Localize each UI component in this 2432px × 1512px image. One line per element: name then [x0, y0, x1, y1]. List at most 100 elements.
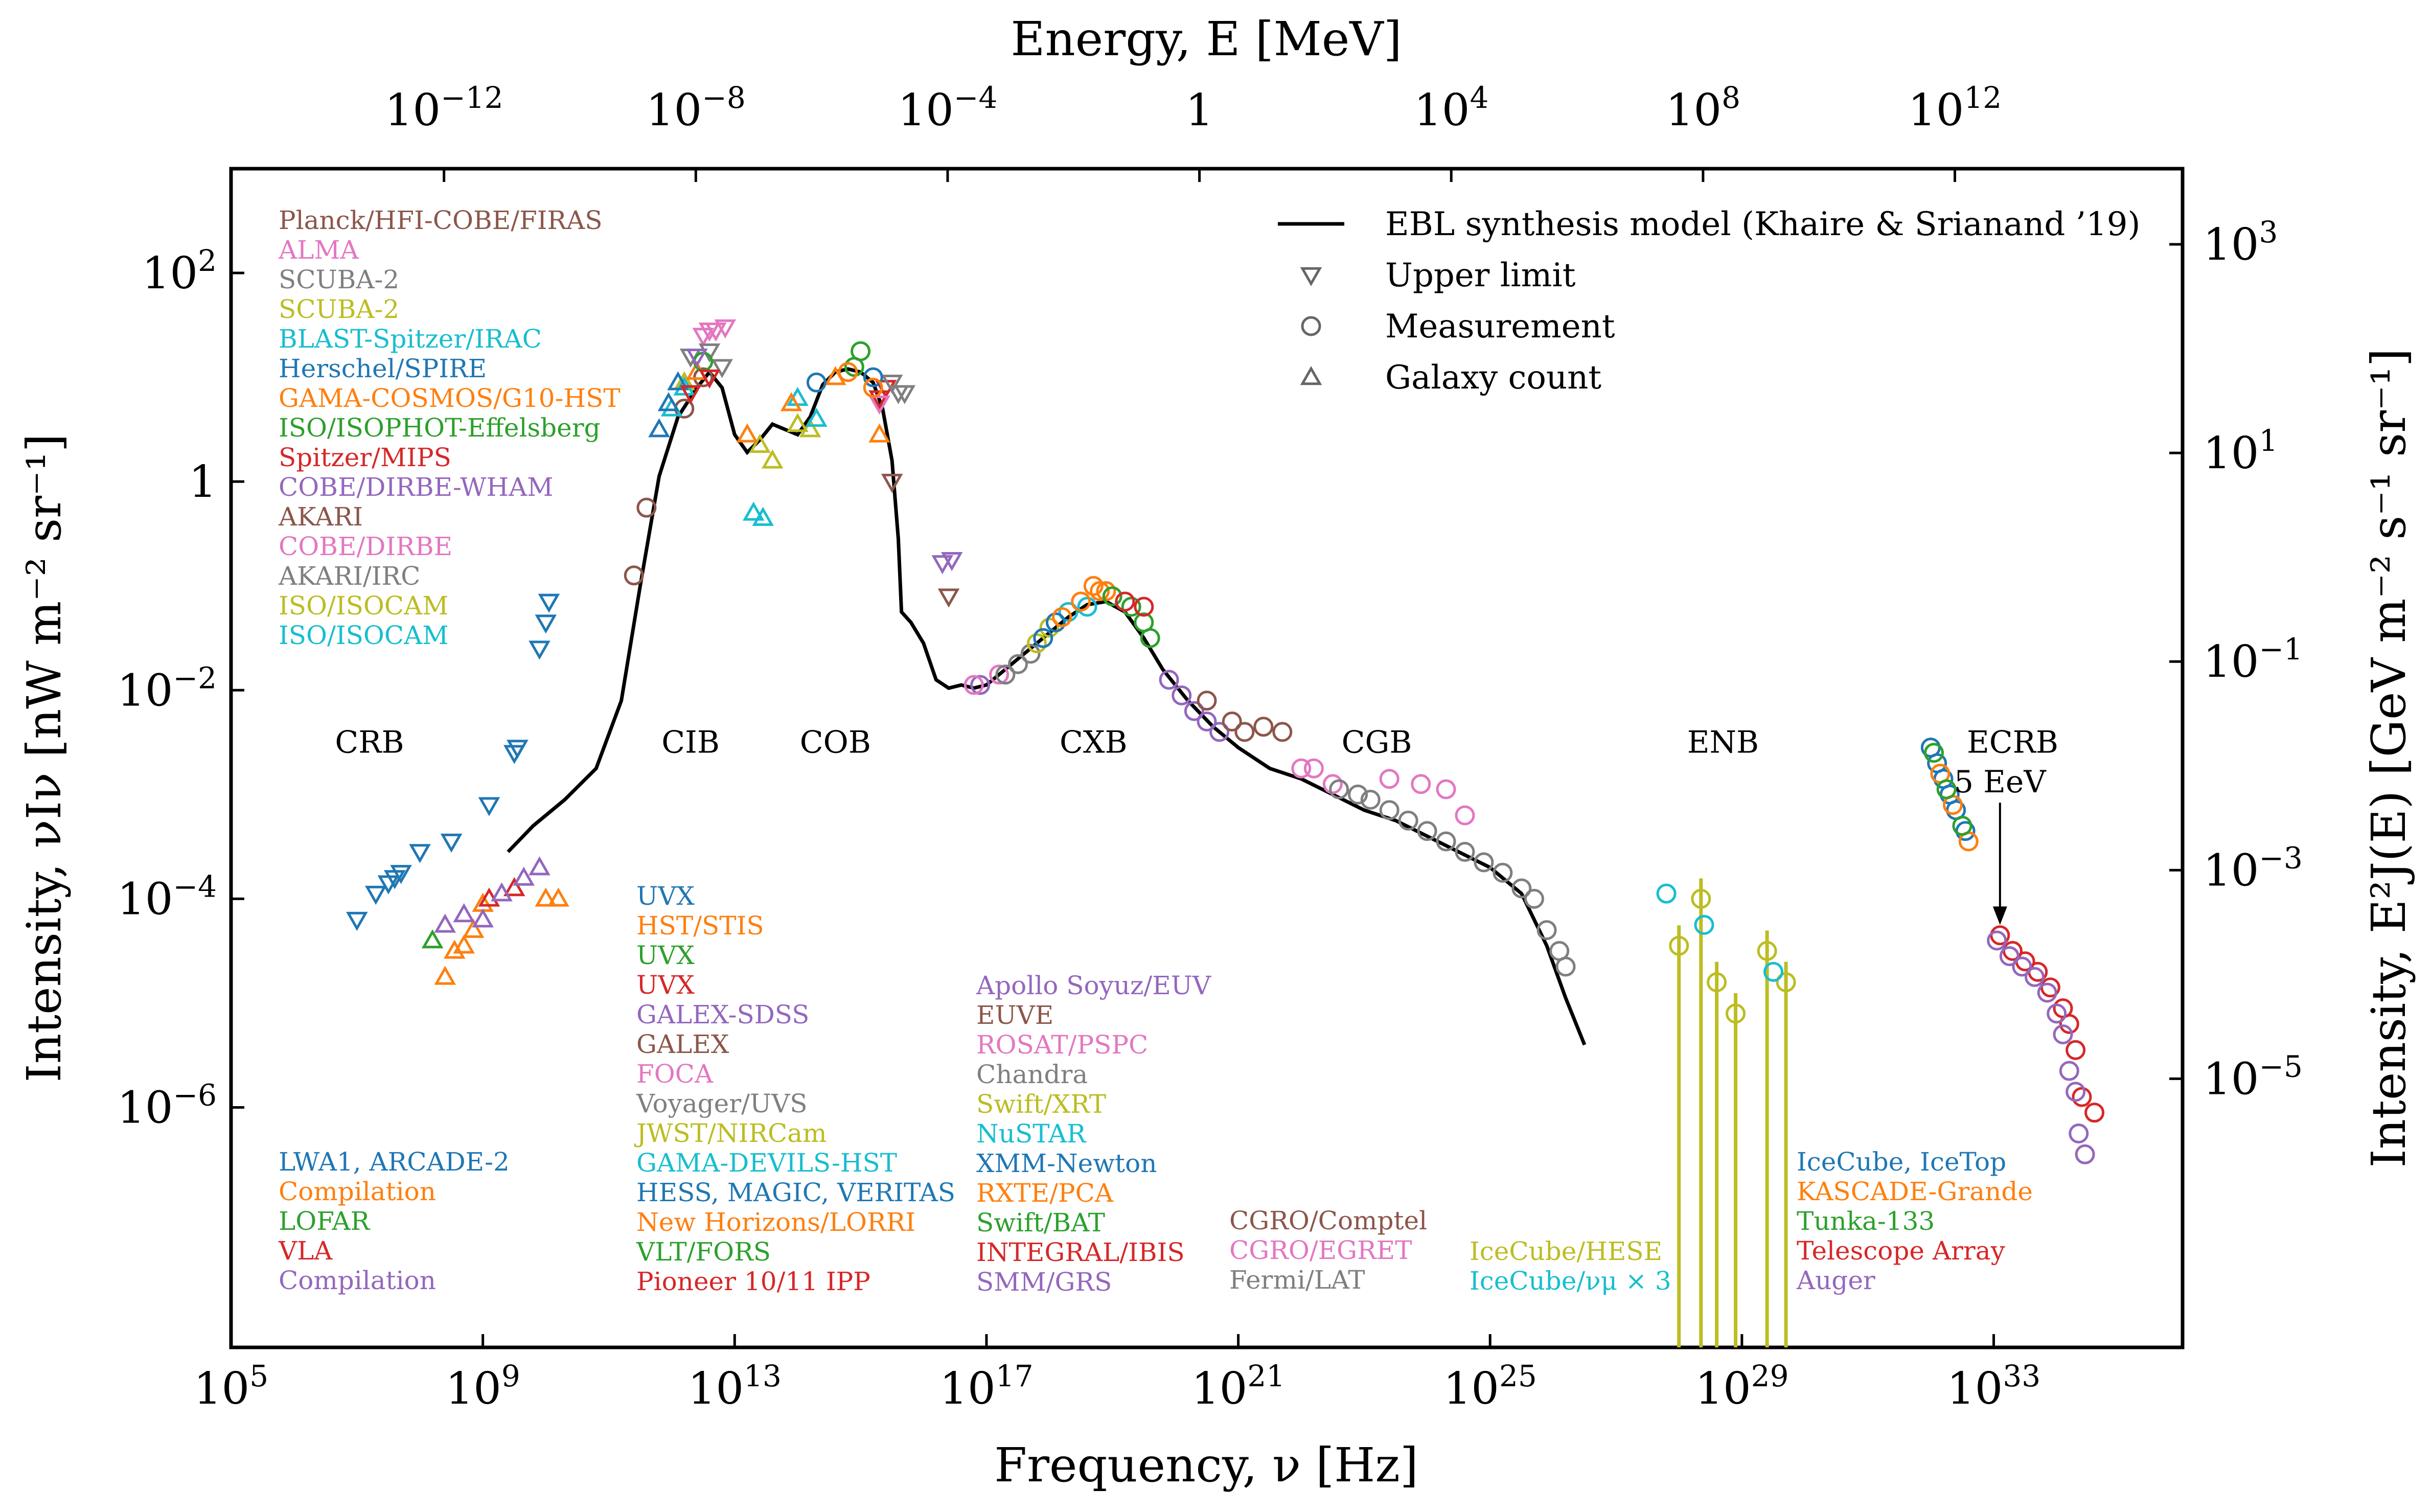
data-point: [749, 433, 771, 453]
series: [1052, 576, 1116, 627]
data-point: [472, 908, 494, 928]
legend-entry: GAMA-COSMOS/G10-HST: [279, 383, 621, 413]
data-point: [1083, 576, 1104, 596]
legend-group: UVXHST/STISUVXUVXGALEX-SDSSGALEXFOCAVoya…: [634, 881, 955, 1296]
data-point: [1757, 941, 1777, 961]
series: [970, 675, 991, 695]
data-point: [648, 418, 670, 438]
data-point: [806, 372, 827, 393]
data-point: [1071, 591, 1091, 612]
legend-group: IceCube, IceTopKASCADE-GrandeTunka-133Te…: [1796, 1147, 2033, 1295]
data-point: [624, 565, 644, 586]
data-point: [1987, 930, 2007, 951]
series: [648, 371, 689, 438]
data-point: [937, 588, 960, 608]
data-point: [1026, 633, 1047, 653]
y-tick-label: 10−6: [117, 1078, 217, 1133]
legend-entry: VLT/FORS: [636, 1237, 771, 1267]
data-point: [1033, 628, 1053, 648]
data-point: [1924, 743, 1944, 763]
right-tick-label: 10−1: [2203, 632, 2303, 688]
data-point: [513, 866, 535, 886]
data-point: [1197, 711, 1217, 731]
y-tick-label: 10−4: [117, 869, 217, 925]
legend-entry: Fermi/LAT: [1229, 1265, 1365, 1295]
data-point: [742, 501, 765, 521]
x-tick-label: 1029: [1695, 1359, 1788, 1414]
data-point: [1253, 717, 1274, 737]
x-tick-label: 1025: [1443, 1359, 1537, 1414]
legend-entry: Auger: [1796, 1266, 1875, 1295]
x-tick-label: 1013: [688, 1359, 782, 1414]
legend-entry: IceCube, IceTop: [1797, 1147, 2006, 1177]
legend-entry: Telescope Array: [1797, 1236, 2006, 1266]
data-point: [931, 555, 954, 575]
right-tick-label: 10−3: [2203, 840, 2303, 896]
data-point: [1952, 816, 1972, 836]
legend-group: Apollo Soyuz/EUVEUVEROSAT/PSPCChandraSwi…: [976, 971, 1211, 1297]
data-point: [1115, 591, 1135, 612]
legend-entry: JWST/NIRCam: [634, 1118, 827, 1148]
series: [1159, 670, 1230, 742]
band-label: ECRB: [1967, 725, 2058, 761]
data-point: [863, 378, 883, 398]
data-point: [868, 390, 890, 409]
ebl-model-curve: [507, 367, 1587, 1046]
legend-entry: Chandra: [976, 1060, 1088, 1089]
data-point: [736, 423, 759, 443]
data-point: [940, 552, 963, 571]
legend-entry: AKARI/IRC: [278, 561, 420, 591]
data-point: [1669, 935, 1689, 956]
series: [698, 323, 890, 415]
legend-entry: AKARI: [278, 502, 363, 532]
data-point: [1090, 581, 1110, 601]
data-point: [390, 865, 412, 884]
data-point: [881, 473, 903, 493]
legend-entry: Compilation: [279, 1266, 436, 1295]
data-point: [2069, 1123, 2089, 1143]
data-point: [1045, 612, 1066, 633]
data-point: [838, 362, 858, 382]
data-point: [1493, 862, 1513, 883]
data-point: [1102, 586, 1122, 607]
data-point: [1936, 779, 1957, 799]
series: [421, 929, 444, 949]
legend-entry: RXTE/PCA: [976, 1178, 1114, 1208]
key-label: Galaxy count: [1385, 359, 1601, 397]
key-marker-swatch: [1300, 365, 1322, 385]
series: [1987, 930, 2095, 1164]
data-point: [963, 675, 984, 695]
legend-entry: COBE/DIRBE-WHAM: [279, 472, 553, 502]
legend-entry: CGRO/EGRET: [1229, 1235, 1412, 1265]
data-point: [868, 395, 890, 415]
legend-entry: HST/STIS: [636, 911, 764, 941]
legend-entry: Apollo Soyuz/EUV: [976, 971, 1211, 1000]
series: [1102, 586, 1160, 648]
right-tick-label: 103: [2203, 215, 2278, 270]
top-axis-title: Energy, E [MeV]: [1011, 12, 1402, 66]
key-label: Upper limit: [1385, 257, 1576, 294]
data-point: [1234, 722, 1255, 742]
top-axis-label: Energy, E [MeV]: [1011, 12, 1402, 66]
band-label: COB: [800, 725, 871, 761]
data-point: [1511, 878, 1532, 899]
legend-entry: FOCA: [636, 1059, 714, 1089]
data-point: [1536, 920, 1557, 941]
data-point: [1694, 914, 1714, 935]
data-point: [893, 385, 916, 404]
data-point: [989, 665, 1009, 685]
data-point: [1197, 691, 1217, 711]
data-point: [1436, 831, 1456, 852]
data-point: [507, 740, 529, 759]
data-point: [1555, 956, 1576, 977]
key-entry: Measurement: [1301, 308, 1615, 346]
legend-groups: Planck/HFI-COBE/FIRASALMASCUBA-2SCUBA-2B…: [278, 205, 2033, 1297]
series: [881, 473, 960, 608]
data-point: [2072, 1087, 2092, 1107]
y-tick-label: 1: [189, 456, 217, 508]
data-point: [2084, 1103, 2105, 1123]
data-point: [799, 418, 821, 438]
data-point: [1776, 972, 1796, 993]
